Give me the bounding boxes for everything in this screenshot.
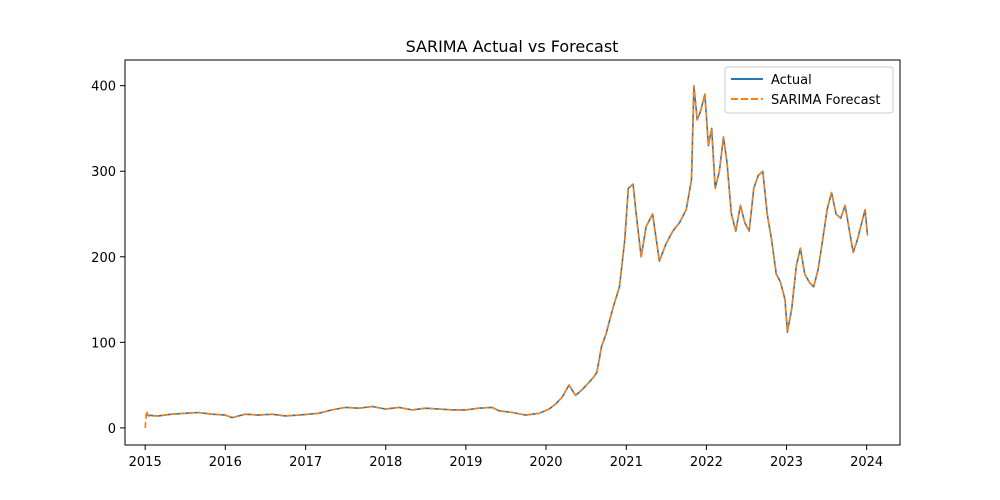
legend: Actual SARIMA Forecast [724,66,894,114]
y-tick-label: 0 [108,422,116,437]
plot-area [124,59,901,446]
x-tick-label: 2017 [289,455,322,470]
y-tick-label: 200 [91,251,116,266]
series-layer [144,84,869,428]
x-tick-label: 2018 [369,455,402,470]
y-axis: 0 100 200 300 400 [91,80,125,437]
x-tick-label: 2023 [770,455,803,470]
x-tick-label: 2021 [610,455,643,470]
legend-actual-label: Actual [771,73,812,88]
legend-frame [724,66,894,114]
actual-series-line [145,84,869,419]
y-tick-label: 400 [91,80,116,95]
plot-frame [124,59,901,446]
legend-forecast-label: SARIMA Forecast [771,93,881,108]
y-tick-label: 100 [91,336,116,351]
x-tick-label: 2019 [449,455,482,470]
chart-title: SARIMA Actual vs Forecast [406,37,619,56]
y-tick-label: 300 [91,165,116,180]
forecast-series-line [144,84,869,428]
x-tick-label: 2016 [209,455,242,470]
x-tick-label: 2020 [529,455,562,470]
x-axis: 2015 2016 2017 2018 2019 2020 2021 2022 2023 2024 [129,445,883,470]
x-tick-label: 2015 [129,455,162,470]
x-tick-label: 2022 [690,455,723,470]
x-tick-label: 2024 [850,455,883,470]
